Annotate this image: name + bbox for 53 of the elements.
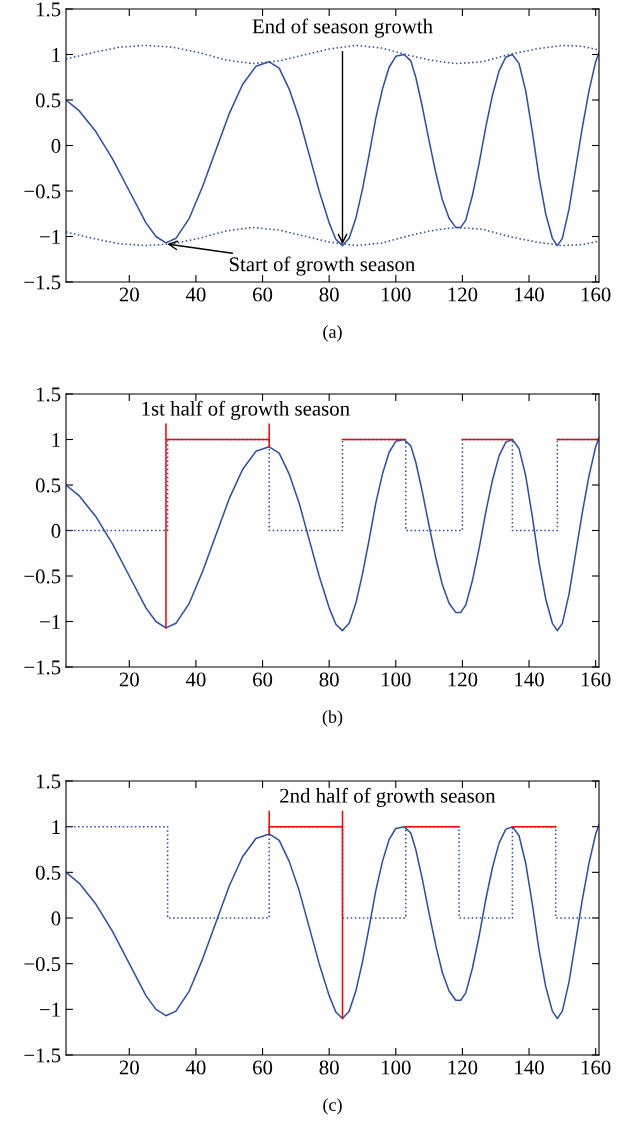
x-tick-label: 60	[253, 672, 273, 687]
y-tick-label: 1	[52, 432, 60, 447]
x-tick-label: 160	[581, 287, 611, 302]
y-tick-label: −1	[40, 614, 60, 629]
y-tick-label: 1	[52, 47, 60, 62]
y-tick-label: 0	[51, 911, 61, 926]
x-tick-label: 40	[185, 672, 206, 687]
x-tick-label: 160	[581, 1060, 611, 1075]
x-tick-label: 100	[382, 287, 411, 302]
annotation: End of season growth	[252, 18, 433, 38]
y-tick-label: 1.5	[36, 387, 61, 402]
y-tick-label: 1	[52, 820, 60, 834]
x-tick-label: 40	[185, 287, 206, 302]
x-axis-title: (a)	[323, 325, 342, 342]
y-tick-label: −0.5	[24, 957, 61, 972]
x-tick-label: 100	[382, 1060, 411, 1075]
x-tick-label: 160	[581, 672, 611, 687]
y-tick-label: 0	[51, 523, 61, 538]
y-tick-label: −1.5	[24, 275, 61, 290]
x-tick-label: 100	[382, 672, 411, 687]
x-tick-label: 80	[319, 287, 339, 302]
x-tick-label: 60	[253, 1060, 273, 1075]
annotation: 1st half of growth season	[142, 400, 350, 420]
x-axis-title: (b)	[322, 710, 343, 727]
y-tick-label: −0.5	[24, 184, 61, 199]
x-tick-label: 140	[515, 287, 544, 302]
x-tick-label: 80	[319, 672, 339, 687]
x-tick-label: 20	[119, 672, 139, 687]
y-tick-label: −1	[40, 229, 60, 244]
y-tick-label: 1.5	[36, 2, 61, 17]
y-tick-label: 1.5	[36, 774, 61, 789]
y-tick-label: −1.5	[24, 1048, 61, 1063]
y-tick-label: 0	[51, 138, 61, 153]
y-tick-label: −0.5	[24, 569, 61, 584]
y-tick-label: −1.5	[24, 660, 61, 675]
x-tick-label: 120	[448, 1060, 478, 1075]
x-tick-label: 20	[119, 287, 139, 302]
x-tick-label: 80	[319, 1060, 339, 1075]
x-tick-label: 120	[448, 672, 478, 687]
x-tick-label: 140	[515, 1060, 544, 1075]
x-axis-title: (c)	[323, 1098, 342, 1115]
line-series	[66, 824, 599, 1020]
annotation: 2nd half of growth season	[280, 787, 496, 808]
annotation: Start of growth season	[229, 256, 416, 276]
x-tick-label: 60	[253, 287, 273, 302]
x-tick-label: 120	[448, 287, 478, 302]
y-tick-label: 0.5	[35, 93, 61, 108]
y-tick-label: 0.5	[35, 478, 61, 493]
x-tick-label: 40	[185, 1060, 206, 1075]
x-tick-label: 20	[119, 1060, 139, 1075]
y-tick-label: −1	[40, 1002, 60, 1017]
y-tick-label: 0.5	[35, 865, 61, 880]
x-tick-label: 140	[515, 672, 544, 687]
